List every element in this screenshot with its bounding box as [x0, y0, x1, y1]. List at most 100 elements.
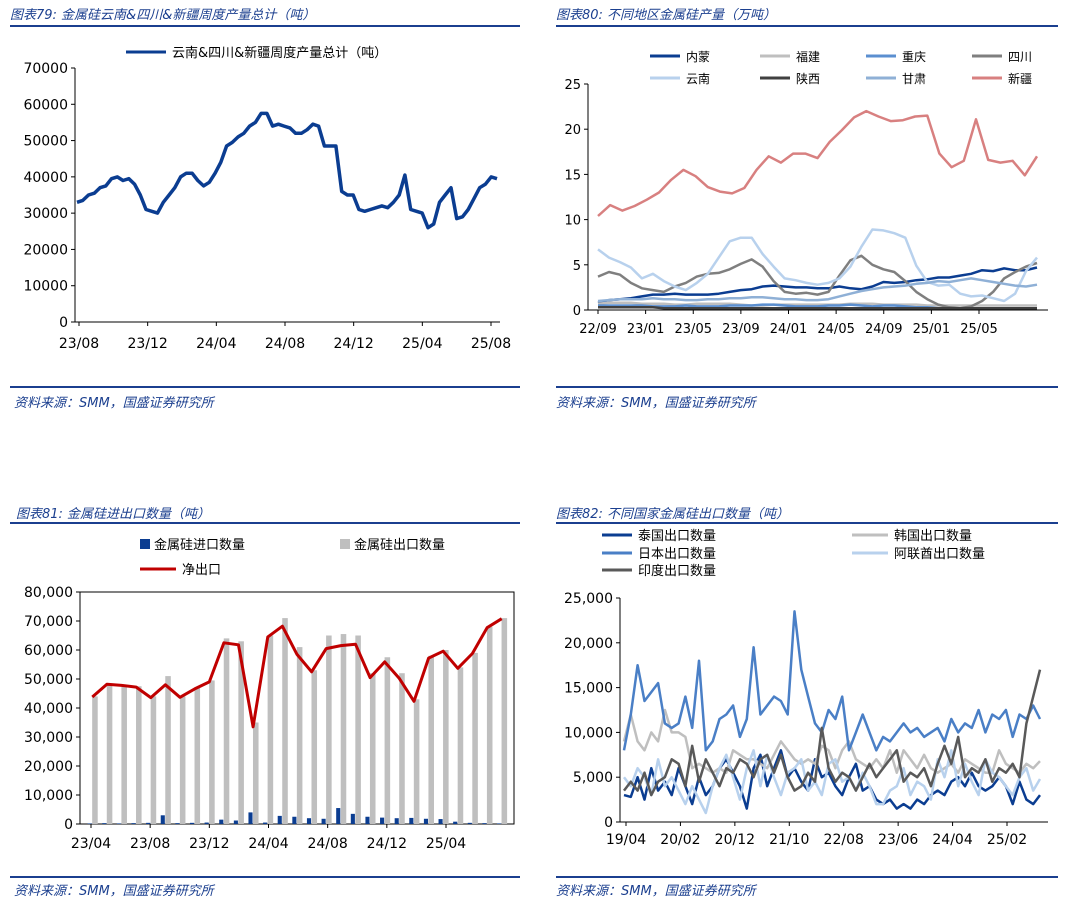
bar-金属硅进口数量: [292, 816, 297, 824]
bar-金属硅出口数量: [486, 626, 493, 824]
x-tick-label: 23/09: [722, 322, 759, 337]
bar-金属硅出口数量: [355, 635, 361, 824]
y-tick-label: 15,000: [564, 681, 613, 697]
bar-金属硅出口数量: [384, 657, 391, 824]
bar-金属硅进口数量: [394, 818, 399, 824]
legend-label: 印度出口数量: [638, 563, 716, 579]
bar-金属硅出口数量: [252, 722, 259, 824]
x-tick-label: 23/12: [189, 836, 229, 852]
panel-fig81: 图表81: 金属硅进出口数量（吨） 0 10,000 20,000 30,000 40,…: [0, 495, 530, 902]
legend-label: 阿联酋出口数量: [894, 546, 985, 562]
legend-label: 云南&四川&新疆周度产量总计（吨）: [172, 45, 387, 61]
legend-label: 金属硅出口数量: [354, 537, 445, 553]
chart-source: 资料来源：SMM，国盛证券研究所: [556, 884, 756, 899]
bar-金属硅出口数量: [238, 641, 244, 824]
bar-金属硅进口数量: [248, 812, 253, 824]
bar-金属硅出口数量: [179, 696, 186, 824]
legend-label: 韩国出口数量: [894, 529, 972, 544]
legend-label: 净出口: [182, 563, 221, 578]
y-tick-label: 50,000: [24, 672, 73, 688]
y-tick-label: 30000: [23, 206, 68, 222]
source-rule: [556, 386, 1058, 388]
x-tick-label: 23/08: [59, 336, 99, 352]
bar-金属硅出口数量: [369, 673, 376, 824]
x-tick-label: 25/02: [987, 832, 1027, 848]
x-tick-label: 23/12: [127, 336, 167, 352]
x-tick-label: 24/12: [333, 336, 373, 352]
bar-金属硅进口数量: [336, 808, 341, 824]
y-tick-label: 0: [59, 315, 68, 331]
bar-金属硅出口数量: [443, 650, 449, 824]
chart-title: 图表80: 不同地区金属硅产量（万吨）: [556, 8, 777, 23]
bar-金属硅进口数量: [321, 818, 326, 824]
chart-title: 图表81: 金属硅进出口数量（吨）: [16, 507, 211, 522]
series-line-韩国出口数量: [622, 708, 1041, 774]
x-tick-label: 24/08: [265, 336, 305, 352]
bar-金属硅进口数量: [146, 822, 151, 824]
y-tick-label: 80,000: [24, 585, 73, 601]
y-tick-label: 70,000: [24, 614, 73, 630]
source-rule: [556, 876, 1058, 878]
chart-fig81: 0 10,000 20,000 30,000 40,000 50,000 60,000 70,…: [24, 537, 515, 852]
bar-金属硅出口数量: [150, 696, 157, 824]
chart-fig80: 0 5 10 15 20 25 22/09 23/01 23/05 23/09 24/01 24/05…: [564, 49, 1048, 337]
chart-source: 资料来源：SMM，国盛证券研究所: [14, 884, 214, 899]
bar-金属硅出口数量: [326, 635, 332, 824]
legend-swatch: [140, 539, 150, 549]
x-tick-label: 23/05: [675, 322, 712, 337]
x-tick-label: 24/04: [248, 836, 288, 852]
chart-title: 图表79: 金属硅云南&四川&新疆周度产量总计（吨）: [10, 8, 316, 23]
bar-金属硅出口数量: [311, 670, 318, 824]
x-tick-label: 25/01: [913, 322, 950, 337]
y-tick-label: 30,000: [24, 730, 73, 746]
source-rule: [10, 876, 520, 878]
bar-金属硅进口数量: [497, 823, 502, 824]
title-rule: [10, 25, 520, 27]
bar-金属硅出口数量: [413, 699, 420, 824]
bar-金属硅出口数量: [501, 618, 508, 824]
x-tick-label: 24/08: [307, 836, 347, 852]
panel-fig79: 图表79: 金属硅云南&四川&新疆周度产量总计（吨） 0 10000 20000 30…: [0, 0, 530, 420]
series-line-印度出口数量: [623, 669, 1042, 797]
x-tick-label: 22/09: [579, 322, 616, 337]
legend-label: 福建: [796, 49, 820, 64]
bar-金属硅进口数量: [116, 823, 121, 824]
bar-金属硅出口数量: [428, 655, 434, 824]
bar-金属硅进口数量: [365, 816, 370, 824]
x-tick-label: 23/06: [878, 832, 918, 848]
series-line-日本出口数量: [622, 610, 1042, 752]
series-line-陕西: [598, 306, 1037, 310]
legend-label: 云南: [686, 71, 710, 86]
y-tick-label: 20: [564, 123, 581, 138]
y-tick-label: 60000: [23, 97, 68, 113]
bar-金属硅出口数量: [223, 638, 230, 824]
x-tick-label: 23/01: [627, 322, 664, 337]
panel-fig80: 图表80: 不同地区金属硅产量（万吨） 0 5 10 15 20 25 22/09 23/01…: [540, 0, 1065, 420]
legend-label: 泰国出口数量: [638, 529, 716, 544]
bar-金属硅出口数量: [296, 647, 303, 824]
series-line-净出口: [91, 617, 503, 729]
bar-金属硅进口数量: [219, 819, 224, 824]
bar-金属硅进口数量: [233, 820, 238, 824]
y-tick-label: 40000: [23, 170, 68, 186]
y-tick-label: 20,000: [24, 759, 73, 775]
x-tick-label: 24/04: [932, 832, 972, 848]
y-tick-label: 20,000: [564, 636, 613, 652]
title-rule: [556, 25, 1058, 27]
series-line-云南: [597, 228, 1038, 303]
x-tick-label: 24/04: [196, 336, 236, 352]
bar-金属硅进口数量: [453, 821, 458, 824]
series-line-新疆: [597, 109, 1039, 217]
x-tick-label: 24/09: [865, 322, 902, 337]
bar-金属硅进口数量: [102, 823, 107, 824]
bar-金属硅出口数量: [399, 673, 405, 824]
bar-金属硅出口数量: [92, 696, 98, 824]
bar-金属硅出口数量: [194, 687, 201, 824]
source-rule: [10, 386, 520, 388]
title-rule: [556, 522, 1058, 524]
chart-source: 资料来源：SMM，国盛证券研究所: [14, 396, 214, 411]
legend-label: 内蒙: [686, 50, 710, 64]
y-tick-label: 25: [564, 78, 581, 93]
y-tick-label: 0: [64, 817, 73, 833]
bar-金属硅进口数量: [189, 822, 195, 824]
